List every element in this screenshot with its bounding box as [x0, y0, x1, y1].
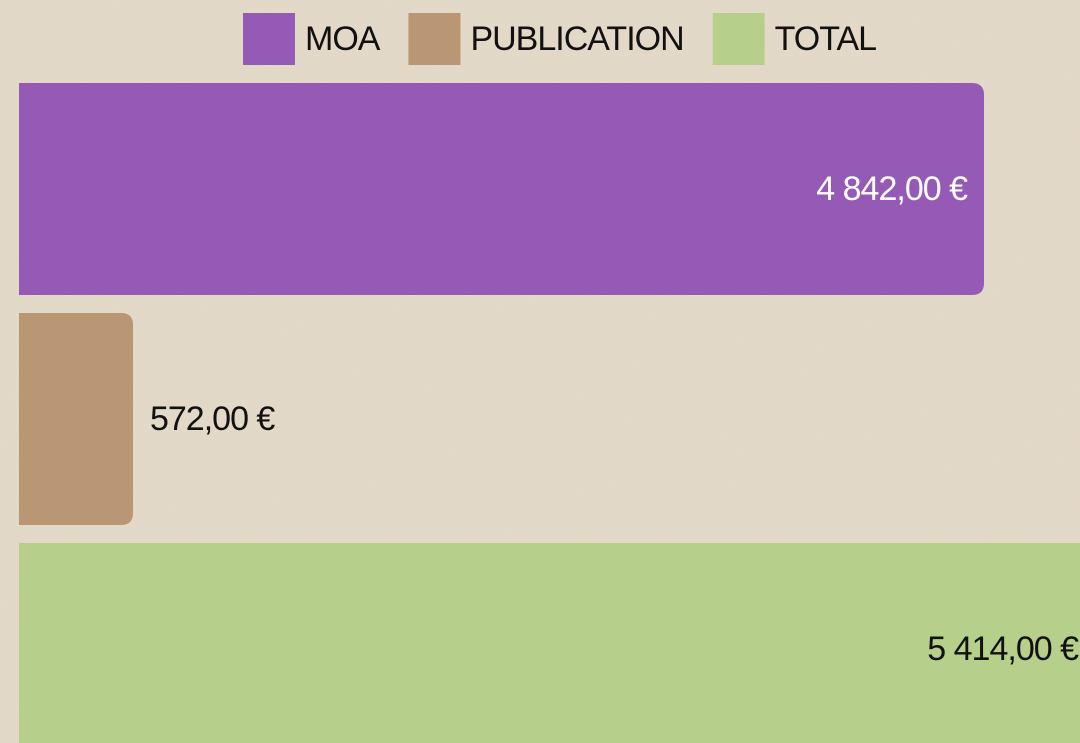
bar [19, 543, 1080, 743]
value-label: 4 842,00 € [816, 170, 968, 208]
bar [19, 313, 133, 525]
value-label: 572,00 € [150, 400, 275, 438]
legend-swatch [243, 13, 295, 65]
legend-label: MOA [305, 20, 381, 58]
legend-swatch [408, 13, 461, 65]
value-label: 5 414,00 € [927, 630, 1079, 668]
bar [19, 83, 985, 295]
legend: MOA PUBLICATION TOTAL [243, 13, 877, 65]
legend-label: PUBLICATION [470, 20, 683, 58]
legend-swatch [712, 13, 765, 65]
bars: 4 842,00 € 572,00 € 5 414,00 € [19, 83, 1080, 743]
legend-label: TOTAL [775, 20, 877, 58]
